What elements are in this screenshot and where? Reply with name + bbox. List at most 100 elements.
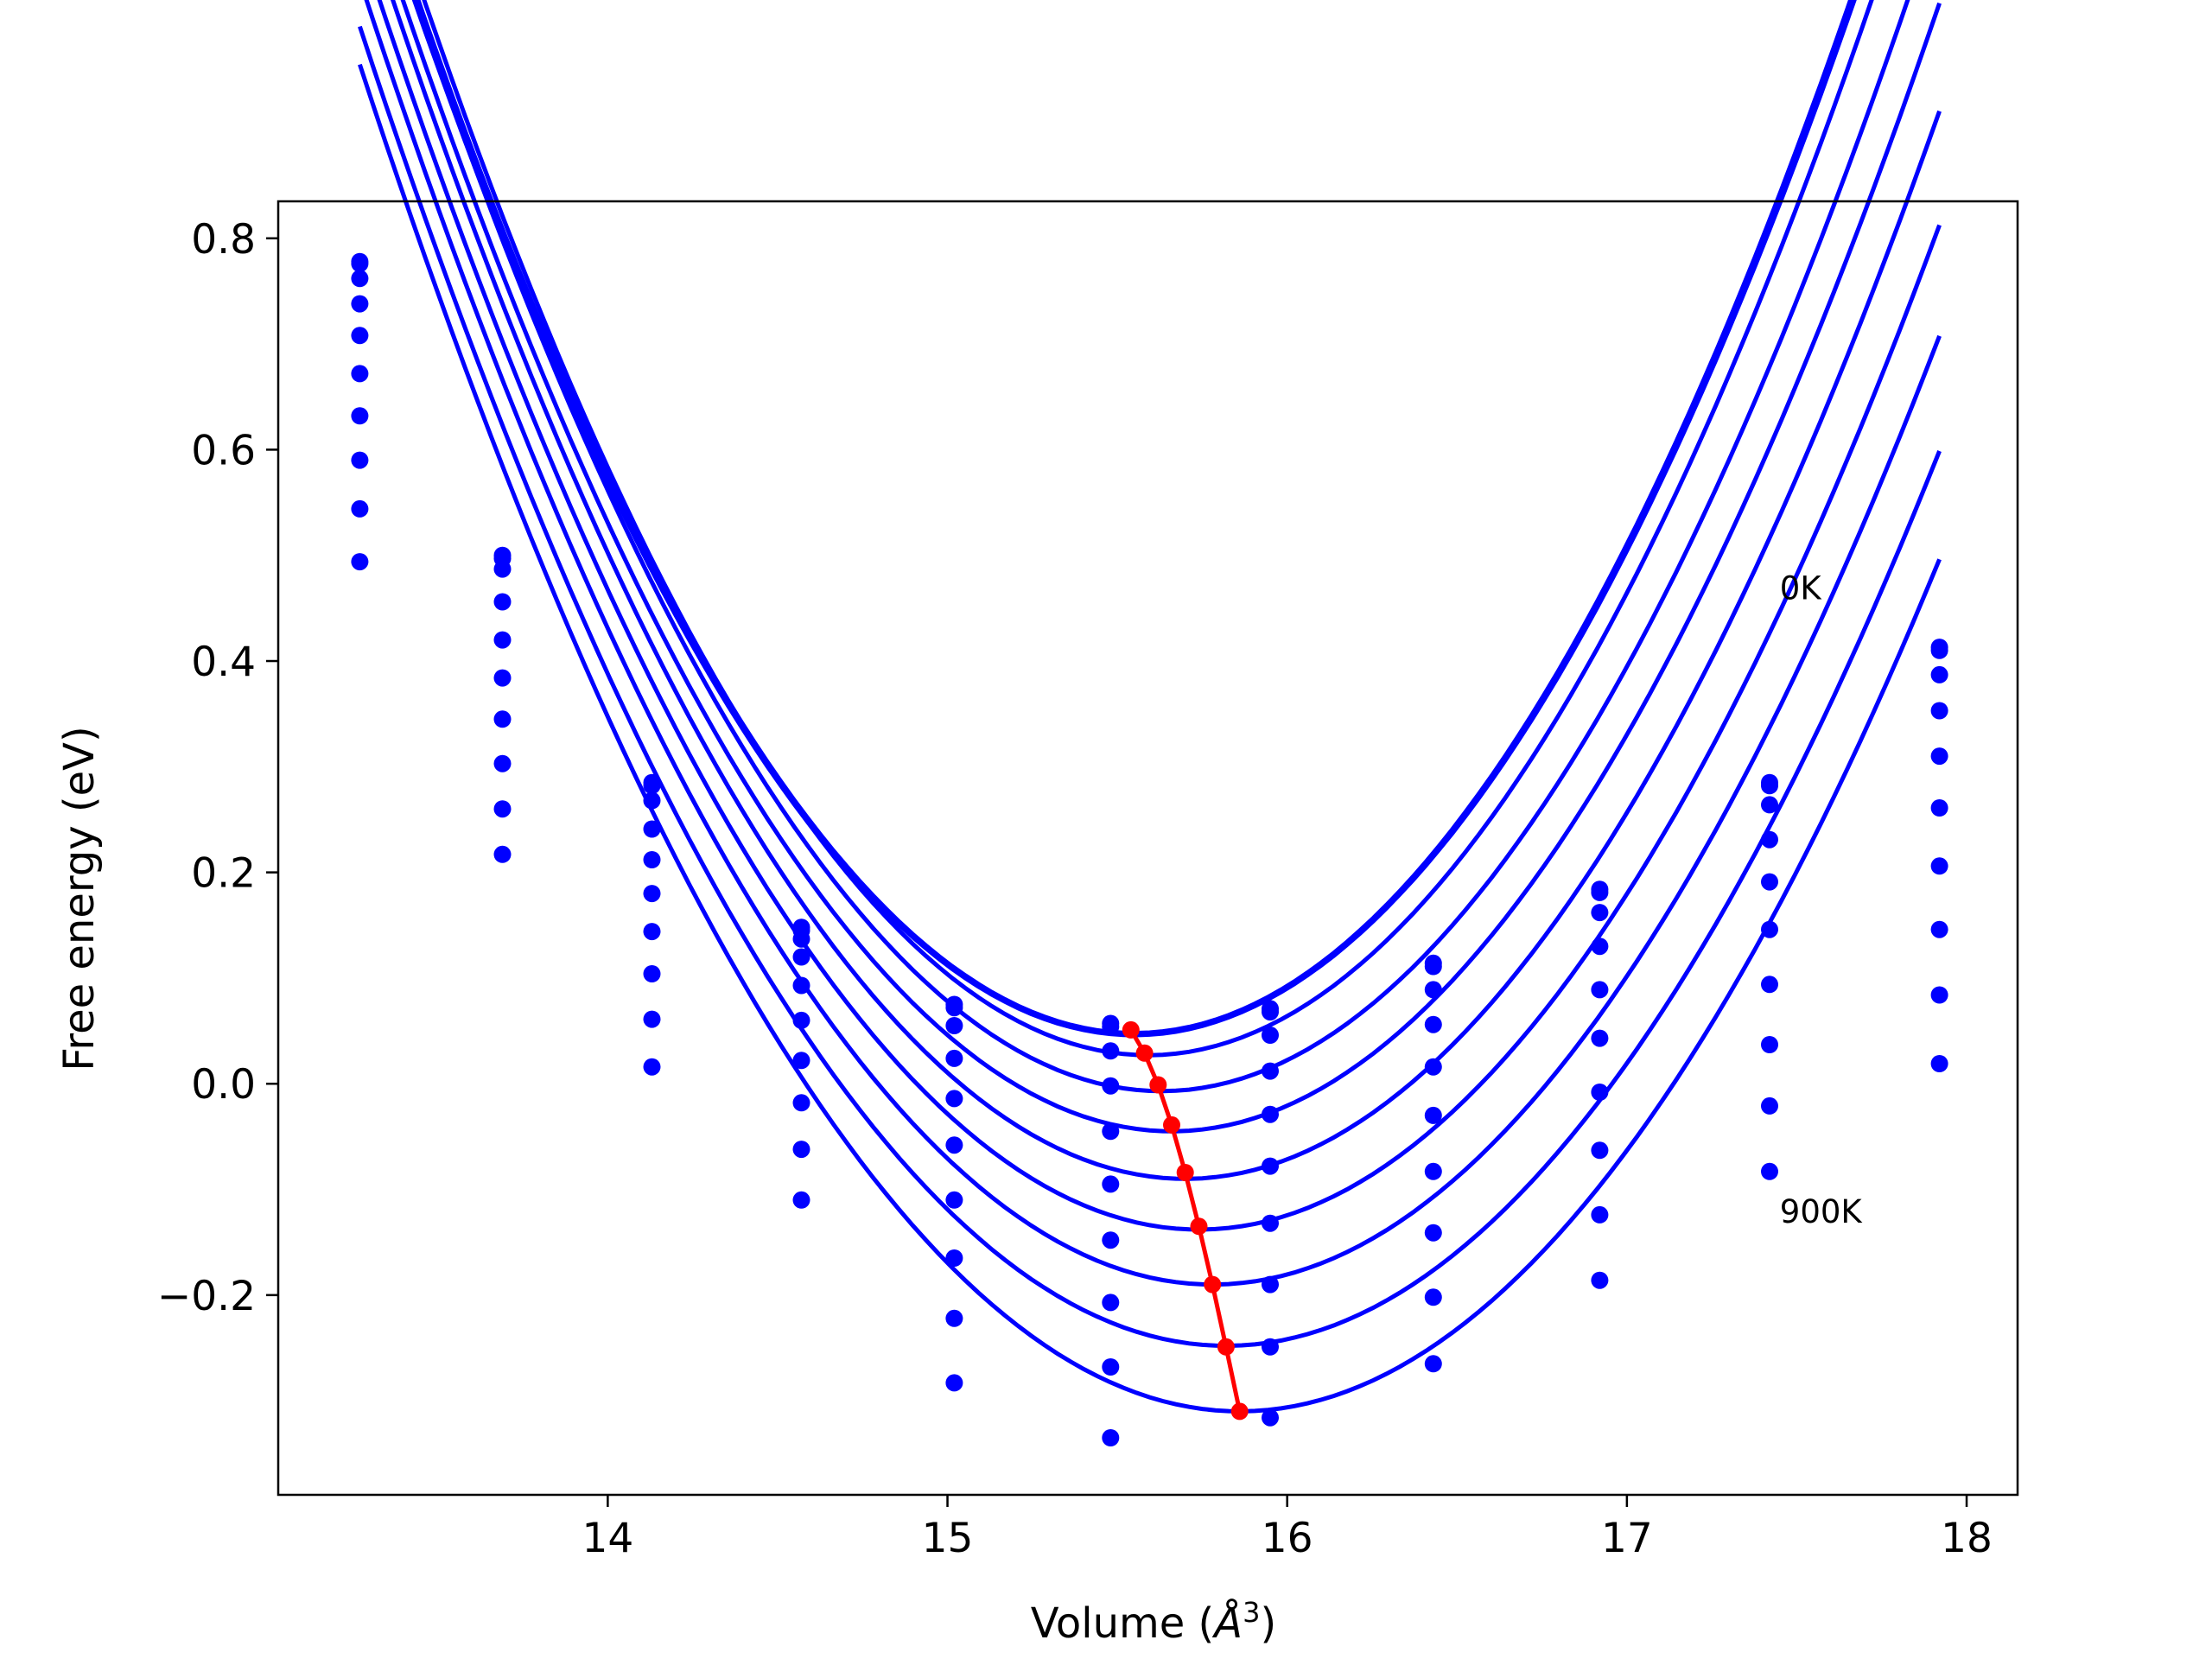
data-point-400K-9	[1761, 873, 1778, 891]
data-point-800K-2	[643, 1010, 661, 1028]
y-tick-label-2: 0.2	[191, 850, 256, 898]
data-point-200K-10	[1930, 665, 1948, 683]
data-point-100K-0	[351, 255, 369, 273]
x-tick-label-18: 18	[1941, 1515, 1993, 1562]
data-point-400K-8	[1591, 981, 1609, 999]
fit-curve-500K	[391, 0, 1942, 1181]
plot-area-frame	[276, 200, 2019, 1497]
data-point-300K-10	[1930, 702, 1948, 720]
minimum-point-3	[1163, 1116, 1180, 1134]
minimum-point-7	[1217, 1338, 1235, 1356]
fit-curve-400K	[400, 0, 1942, 1134]
minimum-point-8	[1230, 1402, 1249, 1421]
data-point-300K-0	[351, 295, 369, 313]
y-tick-label-3: 0.4	[191, 639, 256, 686]
y-tick-label-1: 0.0	[191, 1061, 256, 1109]
data-points	[351, 252, 1948, 1446]
data-point-500K-5	[1102, 1175, 1120, 1193]
data-point-900K-4	[945, 1374, 963, 1392]
data-point-700K-8	[1591, 1141, 1609, 1160]
fit-curve-300K	[412, 0, 1910, 1094]
data-point-700K-1	[493, 754, 512, 772]
data-point-700K-7	[1424, 1224, 1442, 1242]
fit-curves	[358, 0, 1942, 1414]
data-point-400K-0	[351, 327, 369, 345]
data-point-800K-0	[351, 499, 369, 518]
data-point-600K-6	[1262, 1214, 1279, 1232]
data-point-600K-1	[493, 710, 512, 728]
data-point-900K-9	[1761, 1162, 1778, 1180]
data-point-600K-7	[1424, 1162, 1442, 1180]
data-point-200K-0	[351, 270, 369, 288]
data-point-600K-5	[1102, 1231, 1120, 1249]
y-tick-label-4: 0.6	[191, 427, 256, 474]
data-point-800K-1	[493, 800, 512, 818]
x-tick-label-14: 14	[582, 1515, 633, 1562]
data-point-300K-8	[1591, 938, 1609, 956]
y-axis-ticks: −0.2 0.0 0.2 0.4 0.6 0.8	[157, 216, 278, 1320]
data-point-800K-10	[1930, 986, 1948, 1004]
data-point-100K-2	[643, 777, 661, 795]
data-point-100K-8	[1591, 883, 1609, 901]
data-point-500K-3	[792, 1011, 810, 1029]
data-point-100K-10	[1930, 641, 1948, 659]
data-point-100K-5	[1102, 1018, 1120, 1036]
x-axis-title: Volume (Å3)	[1031, 1596, 1276, 1648]
data-point-500K-9	[1761, 920, 1778, 938]
x-tick-label-16: 16	[1262, 1515, 1313, 1562]
data-point-900K-2	[643, 1058, 661, 1076]
data-point-300K-7	[1424, 1015, 1442, 1033]
fit-curve-100K	[411, 0, 1857, 1038]
data-point-200K-2	[643, 791, 661, 810]
data-point-400K-3	[792, 976, 810, 995]
data-point-200K-5	[1102, 1042, 1120, 1060]
data-point-600K-0	[351, 407, 369, 425]
minimum-point-2	[1149, 1076, 1167, 1094]
data-point-800K-5	[1102, 1358, 1120, 1376]
data-point-500K-2	[643, 885, 661, 903]
data-point-800K-3	[792, 1141, 810, 1159]
data-point-900K-0	[351, 553, 369, 571]
fit-curve-700K	[364, 0, 1942, 1287]
minimum-point-1	[1135, 1044, 1154, 1062]
y-tick-label-5: 0.8	[191, 216, 256, 264]
data-point-900K-1	[493, 845, 512, 863]
data-point-300K-3	[792, 948, 810, 966]
data-point-800K-6	[1262, 1338, 1279, 1356]
data-point-200K-8	[1591, 904, 1609, 922]
data-point-300K-2	[643, 820, 661, 838]
data-point-200K-9	[1761, 796, 1778, 814]
data-point-500K-7	[1424, 1106, 1442, 1124]
data-point-200K-4	[945, 1017, 963, 1034]
data-point-700K-4	[945, 1249, 963, 1267]
data-point-700K-9	[1761, 1036, 1778, 1053]
data-point-200K-7	[1424, 981, 1442, 999]
data-point-100K-7	[1424, 957, 1442, 976]
y-tick-label-0: −0.2	[157, 1273, 256, 1320]
data-point-700K-3	[792, 1094, 810, 1112]
data-point-800K-9	[1761, 1096, 1778, 1115]
x-tick-label-17: 17	[1601, 1515, 1653, 1562]
data-point-700K-10	[1930, 920, 1948, 938]
data-point-600K-10	[1930, 857, 1948, 875]
minimum-path	[1122, 1020, 1249, 1421]
data-point-600K-8	[1591, 1084, 1609, 1101]
annotation-0K: 0K	[1780, 569, 1823, 607]
data-point-600K-4	[945, 1191, 963, 1209]
data-point-900K-7	[1424, 1355, 1442, 1373]
data-point-400K-6	[1262, 1105, 1279, 1123]
data-point-300K-5	[1102, 1077, 1120, 1095]
data-point-700K-5	[1102, 1294, 1120, 1312]
data-point-400K-7	[1424, 1058, 1442, 1076]
data-point-200K-6	[1262, 1027, 1279, 1044]
fit-curve-600K	[377, 0, 1942, 1232]
data-point-500K-6	[1262, 1157, 1279, 1175]
data-point-700K-2	[643, 965, 661, 982]
x-axis-title-unit: Å	[1211, 1599, 1243, 1648]
data-point-900K-10	[1930, 1055, 1948, 1072]
data-point-400K-5	[1102, 1122, 1120, 1141]
data-point-500K-4	[945, 1136, 963, 1154]
data-point-300K-1	[493, 593, 512, 611]
